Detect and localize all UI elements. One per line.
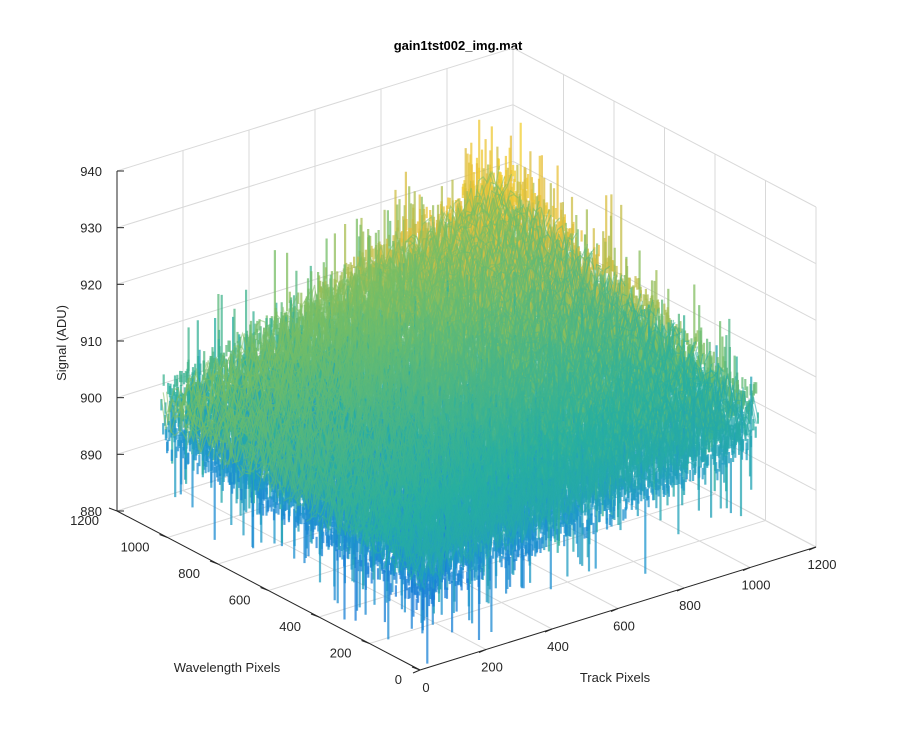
surface	[161, 120, 758, 664]
